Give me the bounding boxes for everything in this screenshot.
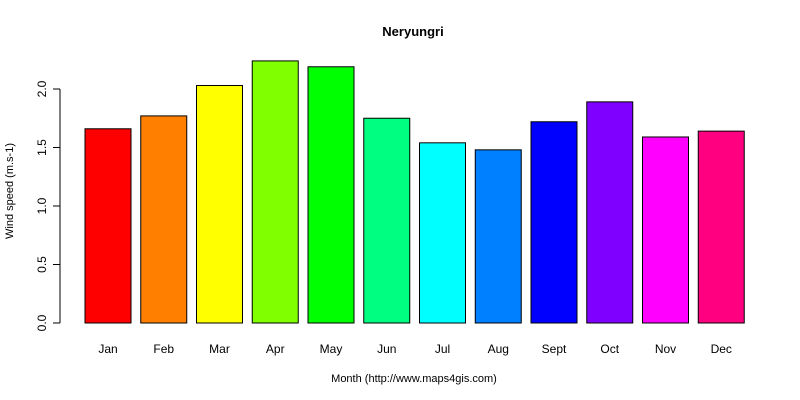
bar-feb — [140, 115, 188, 324]
y-tick-label: 1.5 — [35, 139, 49, 156]
bar-aug — [474, 149, 522, 324]
bar-jul — [419, 142, 466, 324]
y-axis: 0.0 0.5 1.0 1.5 2.0 — [35, 80, 61, 331]
bar-may — [307, 66, 355, 324]
bar-jun — [363, 117, 411, 324]
y-tick-label: 2.0 — [35, 80, 49, 97]
chart-title: Neryungri — [382, 24, 443, 39]
y-tick-label: 1.0 — [35, 197, 49, 214]
x-tick-label-feb: Feb — [153, 342, 174, 356]
bar-mar — [196, 84, 243, 324]
x-axis-label: Month (http://www.maps4gis.com) — [331, 373, 497, 385]
x-tick-label-nov: Nov — [655, 342, 676, 356]
x-tick-label-dec: Dec — [711, 342, 732, 356]
bar-jan — [84, 128, 132, 324]
x-tick-label-jul: Jul — [435, 342, 450, 356]
y-axis-label: Wind speed (m.s-1) — [4, 143, 16, 239]
x-tick-label-jun: Jun — [377, 342, 396, 356]
bar-oct — [586, 101, 634, 324]
y-tick-label: 0.5 — [35, 256, 49, 273]
x-tick-label-apr: Apr — [266, 342, 285, 356]
bar-dec — [697, 130, 745, 324]
x-tick-label-mar: Mar — [209, 342, 230, 356]
bar-nov — [642, 136, 689, 324]
x-tick-label-oct: Oct — [600, 342, 619, 356]
x-tick-label-aug: Aug — [488, 342, 509, 356]
x-tick-label-sept: Sept — [542, 342, 567, 356]
x-tick-label-jan: Jan — [98, 342, 117, 356]
bar-apr — [251, 60, 299, 324]
bar-sept — [530, 121, 578, 324]
x-tick-labels: Jan Feb Mar Apr May Jun Jul Aug Sept Oct Nov Dec — [98, 342, 732, 356]
bars-group — [84, 60, 745, 324]
x-tick-label-may: May — [320, 342, 343, 356]
y-tick-label: 0.0 — [35, 314, 49, 331]
